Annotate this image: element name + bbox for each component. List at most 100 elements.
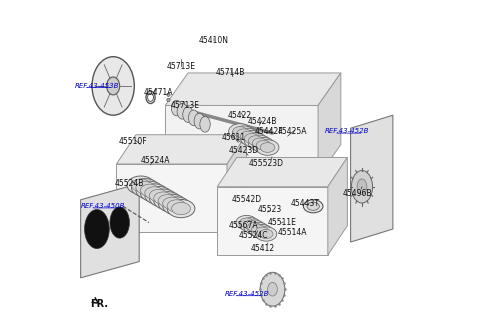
Ellipse shape [307, 202, 319, 210]
Ellipse shape [136, 181, 164, 199]
Text: 45496B: 45496B [342, 189, 372, 198]
Ellipse shape [84, 210, 109, 249]
Ellipse shape [240, 218, 253, 227]
Ellipse shape [233, 127, 247, 136]
Ellipse shape [252, 225, 273, 239]
Ellipse shape [172, 202, 191, 215]
Ellipse shape [163, 197, 191, 215]
Text: 455523D: 455523D [249, 159, 284, 169]
Ellipse shape [110, 207, 130, 238]
Ellipse shape [256, 140, 279, 155]
Ellipse shape [240, 218, 261, 232]
Text: 45524B: 45524B [115, 179, 144, 188]
Ellipse shape [244, 133, 259, 143]
Polygon shape [117, 164, 227, 232]
Polygon shape [81, 183, 139, 278]
Ellipse shape [236, 215, 257, 230]
Polygon shape [217, 187, 328, 255]
Ellipse shape [252, 138, 267, 148]
Ellipse shape [255, 227, 269, 236]
Polygon shape [328, 157, 348, 255]
Ellipse shape [167, 199, 195, 218]
Ellipse shape [303, 200, 323, 213]
Ellipse shape [200, 116, 210, 132]
Ellipse shape [252, 225, 265, 234]
Ellipse shape [228, 124, 252, 139]
Text: 45713E: 45713E [170, 101, 199, 110]
Text: 45423D: 45423D [228, 147, 258, 155]
Ellipse shape [351, 171, 372, 203]
Ellipse shape [232, 126, 255, 142]
Ellipse shape [252, 137, 275, 153]
Text: 45510F: 45510F [119, 137, 147, 146]
Polygon shape [217, 157, 348, 187]
Ellipse shape [183, 107, 193, 122]
Text: 45524A: 45524A [141, 156, 170, 165]
Ellipse shape [154, 192, 173, 204]
Ellipse shape [163, 197, 181, 210]
Text: 45511E: 45511E [268, 218, 297, 227]
Ellipse shape [140, 184, 159, 196]
Ellipse shape [141, 184, 168, 202]
Text: 45412: 45412 [251, 244, 275, 253]
Ellipse shape [248, 135, 271, 151]
Ellipse shape [248, 222, 269, 236]
Ellipse shape [171, 100, 182, 116]
Text: 45714B: 45714B [216, 69, 245, 77]
Text: REF.43-453B: REF.43-453B [75, 83, 119, 89]
Text: 45611: 45611 [221, 133, 246, 142]
Ellipse shape [237, 128, 259, 144]
Text: 45471A: 45471A [144, 88, 173, 97]
Ellipse shape [244, 133, 267, 149]
Text: REF.43-452B: REF.43-452B [224, 291, 269, 297]
Text: 45713E: 45713E [167, 62, 196, 71]
Text: 45542D: 45542D [231, 195, 262, 204]
Ellipse shape [194, 113, 204, 129]
Ellipse shape [132, 179, 159, 197]
Ellipse shape [189, 110, 199, 126]
Text: 45443T: 45443T [290, 198, 320, 208]
Text: FR.: FR. [90, 299, 108, 309]
Polygon shape [350, 115, 393, 242]
Ellipse shape [256, 140, 271, 150]
Ellipse shape [145, 186, 172, 205]
Ellipse shape [244, 220, 265, 234]
Polygon shape [165, 106, 318, 177]
Ellipse shape [167, 200, 186, 212]
Ellipse shape [136, 182, 155, 194]
Text: 45424B: 45424B [248, 117, 277, 126]
Ellipse shape [149, 189, 168, 202]
Text: 45425A: 45425A [277, 127, 307, 136]
Ellipse shape [259, 229, 273, 238]
Ellipse shape [256, 227, 277, 241]
Ellipse shape [145, 187, 164, 199]
Ellipse shape [92, 57, 134, 115]
Ellipse shape [107, 77, 120, 95]
Ellipse shape [154, 192, 181, 210]
Ellipse shape [177, 104, 188, 119]
Text: REF.43-450B: REF.43-450B [81, 203, 126, 209]
Ellipse shape [357, 179, 367, 195]
Ellipse shape [167, 93, 170, 96]
Text: 45422: 45422 [228, 111, 252, 120]
Ellipse shape [149, 189, 177, 207]
Polygon shape [318, 73, 341, 177]
Ellipse shape [237, 129, 251, 139]
Text: REF.43-452B: REF.43-452B [325, 129, 370, 134]
Ellipse shape [249, 136, 263, 146]
Ellipse shape [240, 131, 263, 146]
Ellipse shape [158, 195, 177, 207]
Ellipse shape [248, 223, 261, 232]
Text: 45523: 45523 [257, 205, 281, 214]
Ellipse shape [244, 220, 257, 229]
Ellipse shape [268, 282, 277, 296]
Ellipse shape [127, 176, 155, 194]
Polygon shape [117, 135, 247, 164]
Polygon shape [165, 73, 341, 106]
Text: 45567A: 45567A [228, 221, 258, 230]
Ellipse shape [260, 272, 285, 306]
Ellipse shape [132, 179, 150, 191]
Text: 45524C: 45524C [238, 231, 268, 240]
Text: 45410N: 45410N [199, 36, 229, 45]
Ellipse shape [167, 98, 170, 102]
